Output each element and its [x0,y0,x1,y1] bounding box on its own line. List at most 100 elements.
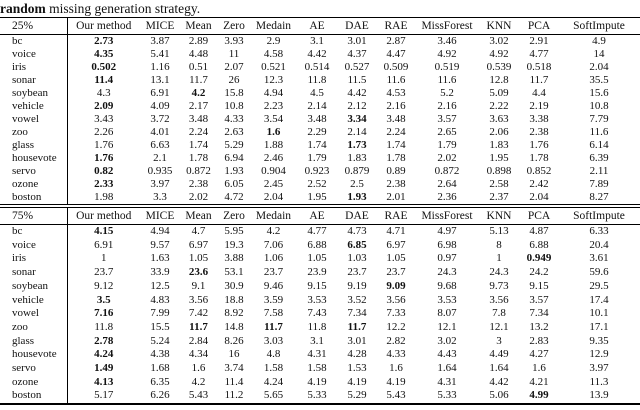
result-cell: 2.16 [437,100,457,112]
result-cell: 1.05 [386,252,406,265]
result-cell: 4.01 [150,126,170,138]
best-result-cell: 2.09 [94,100,114,112]
result-cell: 2.07 [224,61,244,73]
result-cell: 2.01 [386,191,406,203]
result-cell: 4.8 [266,348,281,361]
result-cell: 2.91 [529,35,549,47]
result-cell: 7.34 [529,307,549,320]
result-cell: 2.42 [529,178,549,190]
result-cell: 0.51 [188,61,209,73]
best-result-cell: 6.85 [347,238,367,251]
result-cell: 59.6 [589,266,609,279]
result-cell: 16 [228,348,240,361]
result-cell: 6.33 [589,225,609,237]
result-cell: 9.46 [263,279,284,292]
result-cell: 0.97 [437,252,457,265]
result-cell: 2.37 [489,191,509,203]
result-cell: 4.21 [529,375,549,388]
dataset-row-label: glass [0,334,68,349]
result-cell: 1.64 [437,362,457,375]
result-cell: 0.539 [486,61,512,73]
result-cell: 5.43 [386,389,406,402]
result-cell: 3.97 [589,362,609,375]
result-cell: 6.39 [589,152,609,164]
result-cell: 15.8 [224,87,244,99]
result-cell: 7.89 [589,178,609,190]
result-cell: 3.02 [437,334,457,347]
result-cell: 0.935 [147,165,173,177]
result-cell: 3.63 [489,113,509,125]
table-row: vehicle 3.5 4.83 3.56 18.8 3.59 3.53 3.52 3.56 3.… [0,293,640,308]
table-row: sonar 23.7 33.9 23.6 53.1 23.7 23.9 23.7 23.7 24.… [0,266,640,280]
result-cell: 11.6 [386,74,406,86]
result-cell: 1.16 [150,61,170,73]
result-cell: 26 [228,74,240,86]
best-result-cell: 2.33 [94,178,114,190]
dataset-row-label: boston [0,389,68,405]
result-cell: 3.88 [224,252,244,265]
result-cell: 1.95 [307,191,327,203]
result-cell: 1.93 [224,165,244,177]
result-cell: 6.94 [224,152,244,164]
result-cell: 2.04 [263,191,284,203]
result-cell: 20.4 [589,238,609,251]
result-cell: 4.27 [529,348,549,361]
result-cell: 0.872 [186,165,211,177]
column-header: KNN [478,207,520,225]
dataset-row-label: zoo [0,320,68,335]
result-cell: 3.02 [489,35,509,47]
result-cell: 6.97 [386,238,406,251]
result-cell: 3.74 [224,362,244,375]
result-cell: 1.64 [489,362,509,375]
result-cell: 4.19 [347,375,367,388]
result-cell: 3.93 [224,35,244,47]
result-cell: 4.47 [386,48,406,60]
result-cell: 11.8 [94,320,114,333]
best-result-cell: 3.5 [96,293,111,306]
result-cell: 4.97 [437,225,457,237]
result-cell: 0.852 [526,165,552,177]
best-result-cell: 9.09 [386,279,406,292]
header-row: 25% Our method MICE Mean Zero Medain AE DAE RAE M… [0,17,640,35]
result-cell: 8.27 [589,191,609,203]
result-cell: 2.06 [489,126,509,138]
column-header: Mean [180,207,217,225]
result-cell: 1.05 [188,252,209,265]
result-cell: 4.48 [188,48,209,60]
result-cell: 6.91 [94,238,114,251]
result-cell: 1.63 [150,252,170,265]
result-cell: 1.74 [188,139,209,151]
result-cell: 11.2 [224,389,244,402]
result-cell: 0.514 [304,61,330,73]
result-cell: 4.87 [529,225,549,237]
result-cell: 3.59 [263,293,284,306]
column-header: Medain [251,207,296,225]
result-cell: 3.38 [529,113,549,125]
table-row: zoo 2.26 4.01 2.24 2.63 1.6 2.29 2.14 2.24 2.65 2.… [0,126,640,139]
dataset-row-label: boston [0,191,68,205]
result-cell: 1.74 [386,139,406,151]
result-cell: 4.2 [191,375,206,388]
dataset-row-label: soybean [0,87,68,100]
result-cell: 4.43 [437,348,457,361]
column-header: AE [296,207,338,225]
result-cell: 6.91 [150,87,170,99]
result-cell: 12.1 [489,320,509,333]
result-cell: 6.35 [150,375,170,388]
result-cell: 2.26 [94,126,114,138]
result-cell: 2.83 [529,334,549,347]
column-header: MICE [140,17,180,35]
result-cell: 11.6 [437,74,457,86]
column-header: Medain [251,17,296,35]
result-cell: 17.4 [589,293,609,306]
result-cell: 11.4 [224,375,244,388]
column-header: MissForest [416,207,478,225]
dataset-row-label: ozone [0,375,68,390]
result-cell: 0.509 [383,61,409,73]
result-cell: 4.94 [150,225,170,237]
result-cell: 23.7 [386,266,406,279]
dataset-row-label: voice [0,48,68,61]
result-cell: 4.92 [489,48,509,60]
result-cell: 4.77 [529,48,549,60]
result-cell: 2.82 [386,334,406,347]
